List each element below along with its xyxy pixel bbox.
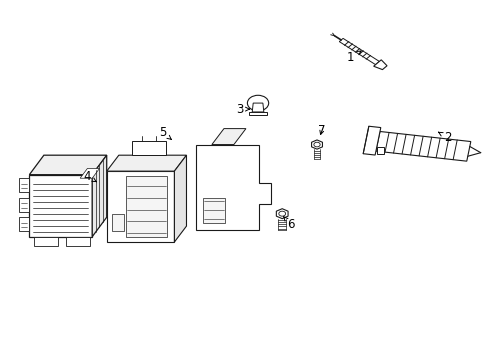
Polygon shape [106, 155, 186, 171]
Circle shape [247, 95, 268, 111]
Polygon shape [19, 198, 29, 212]
Text: 6: 6 [283, 217, 294, 231]
Polygon shape [65, 237, 90, 246]
Polygon shape [375, 131, 470, 161]
Text: 3: 3 [236, 103, 249, 116]
Text: 2: 2 [438, 131, 450, 144]
Polygon shape [106, 171, 174, 242]
Polygon shape [111, 214, 123, 231]
Polygon shape [126, 176, 167, 237]
Polygon shape [376, 147, 384, 154]
Polygon shape [249, 112, 266, 116]
Polygon shape [373, 60, 386, 69]
Polygon shape [339, 39, 379, 65]
Polygon shape [196, 145, 270, 230]
Polygon shape [132, 141, 166, 155]
Text: 4: 4 [83, 170, 96, 183]
Polygon shape [311, 140, 322, 149]
Polygon shape [29, 155, 106, 175]
Text: 5: 5 [158, 126, 171, 139]
Polygon shape [363, 126, 380, 155]
Polygon shape [252, 103, 264, 112]
Polygon shape [276, 209, 287, 219]
Polygon shape [92, 155, 106, 237]
Polygon shape [80, 168, 99, 178]
Polygon shape [34, 237, 58, 246]
Polygon shape [203, 198, 224, 222]
Polygon shape [174, 155, 186, 242]
Polygon shape [211, 129, 245, 145]
Polygon shape [19, 178, 29, 192]
Polygon shape [29, 175, 92, 237]
Polygon shape [19, 217, 29, 231]
Text: 7: 7 [318, 124, 325, 137]
Text: 1: 1 [346, 51, 361, 64]
